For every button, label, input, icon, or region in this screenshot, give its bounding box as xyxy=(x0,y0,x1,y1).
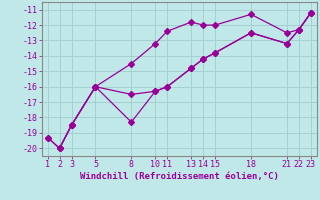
X-axis label: Windchill (Refroidissement éolien,°C): Windchill (Refroidissement éolien,°C) xyxy=(80,172,279,181)
